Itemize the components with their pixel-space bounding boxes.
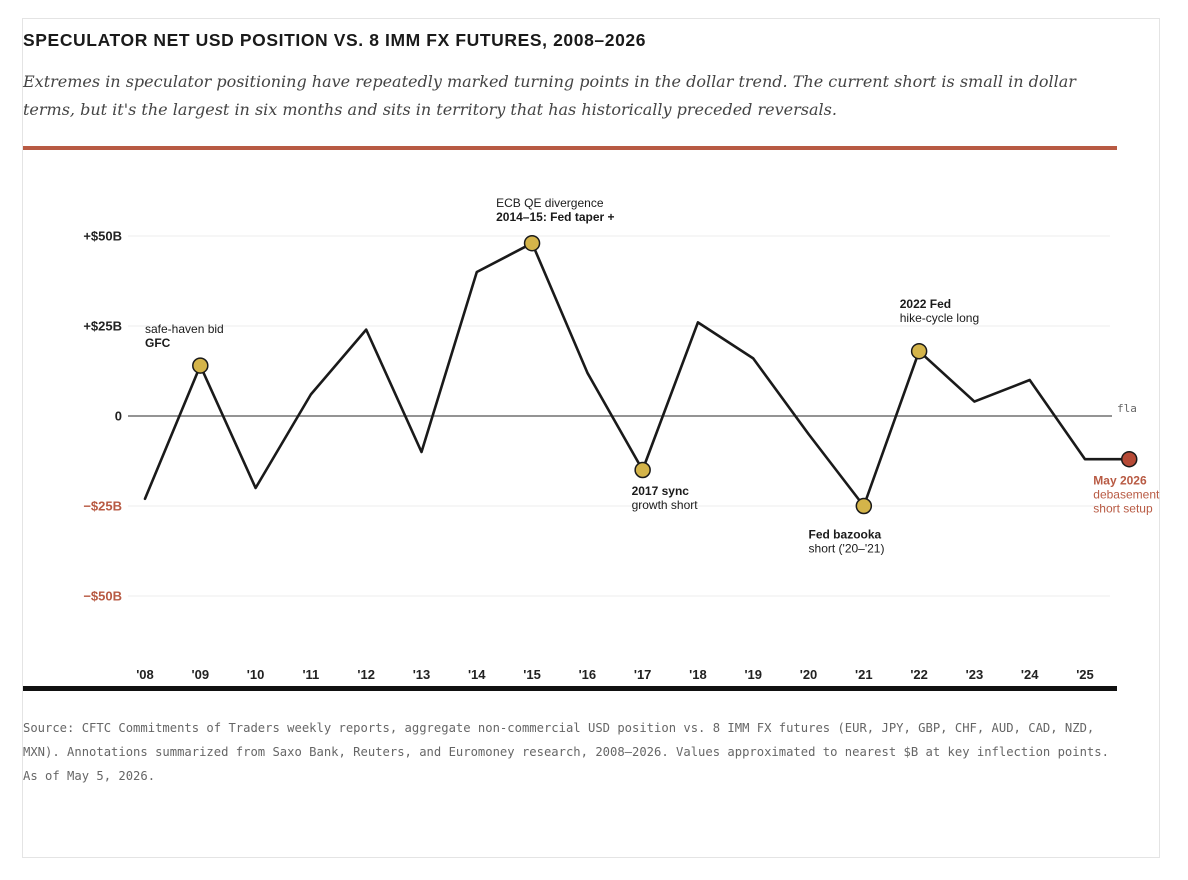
annotation-text: Fed bazooka <box>809 527 882 541</box>
annotation-text: ECB QE divergence <box>496 196 604 210</box>
x-tick-label: '18 <box>689 667 707 682</box>
annotation-text: 2014–15: Fed taper + <box>496 210 614 224</box>
x-tick-label: '23 <box>966 667 984 682</box>
x-tick-label: '13 <box>413 667 431 682</box>
y-tick-label: 0 <box>115 409 122 424</box>
x-tick-label: '20 <box>800 667 818 682</box>
y-tick-label: +$50B <box>83 229 122 244</box>
x-tick-label: '17 <box>634 667 652 682</box>
line-chart: +$50B +$25B 0 −$25B −$50B fla '08 '09 '10 '11 '12 '… <box>83 196 1160 682</box>
data-point-marker <box>910 342 928 360</box>
x-tick-label: '15 <box>523 667 541 682</box>
x-tick-label: '25 <box>1076 667 1094 682</box>
x-tick-label: '16 <box>579 667 597 682</box>
header-rule <box>23 146 1117 150</box>
x-tick-label: '19 <box>744 667 762 682</box>
x-tick-label: '21 <box>855 667 873 682</box>
annotation-text: debasement <box>1093 487 1160 501</box>
y-tick-label: +$25B <box>83 319 122 334</box>
chart-title: SPECULATOR NET USD POSITION VS. 8 IMM FX… <box>23 30 647 50</box>
annotation-text: GFC <box>145 336 171 350</box>
x-tick-label: '24 <box>1021 667 1039 682</box>
annotation-text: hike-cycle long <box>900 311 979 325</box>
y-tick-label: −$50B <box>83 589 122 604</box>
chart-subtitle: Extremes in speculator positioning have … <box>23 72 1076 119</box>
source-note: Source: CFTC Commitments of Traders week… <box>23 721 1109 783</box>
annotation-text: 2017 sync <box>632 484 690 498</box>
chart-card <box>22 18 1160 858</box>
zero-line-label: fla <box>1117 402 1137 415</box>
annotation-text: safe-haven bid <box>145 322 224 336</box>
footer-rule <box>23 686 1117 691</box>
x-tick-label: '22 <box>910 667 928 682</box>
data-point-marker <box>634 461 651 479</box>
x-tick-label: '10 <box>247 667 265 682</box>
x-tick-label: '08 <box>136 667 154 682</box>
annotation-text: short ('20–'21) <box>809 541 885 555</box>
annotation-text: May 2026 <box>1093 473 1147 487</box>
annotation-text: growth short <box>632 498 699 512</box>
data-point-marker <box>1120 450 1138 468</box>
data-point-marker <box>523 234 541 252</box>
x-tick-label: '14 <box>468 667 486 682</box>
annotation-text: short setup <box>1093 501 1153 515</box>
y-tick-label: −$25B <box>83 499 122 514</box>
x-tick-label: '12 <box>357 667 375 682</box>
x-tick-label: '11 <box>302 667 319 682</box>
annotation-text: 2022 Fed <box>900 297 951 311</box>
data-point-marker <box>855 497 873 515</box>
data-point-marker <box>192 357 209 374</box>
x-tick-label: '09 <box>192 667 210 682</box>
